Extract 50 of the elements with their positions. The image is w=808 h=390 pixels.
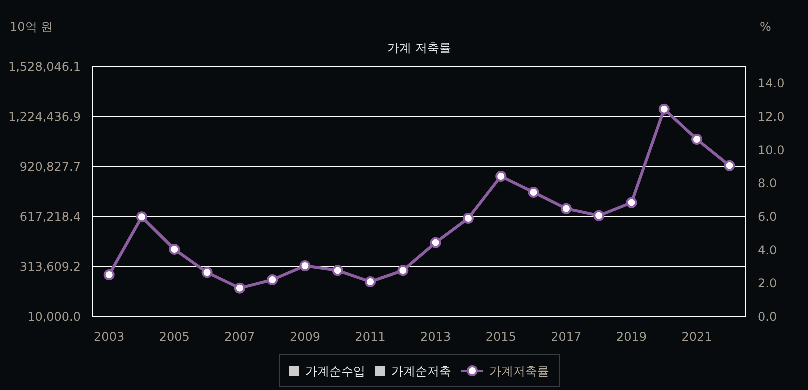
- point: [430, 237, 442, 248]
- point: [300, 260, 311, 272]
- y2-tick-label: 14.0: [758, 76, 785, 91]
- y2-tick-label: 8.0: [758, 176, 778, 191]
- chart-title: 가계 저축률: [388, 41, 452, 55]
- point: [267, 274, 278, 286]
- point: [202, 267, 213, 278]
- y2-tick-label: 6.0: [758, 210, 778, 224]
- point: [626, 197, 638, 208]
- point: [462, 213, 474, 224]
- point: [724, 160, 736, 172]
- point: [365, 276, 376, 288]
- point: [104, 270, 115, 280]
- y2-tick-label: 4.0: [758, 243, 778, 258]
- point: [496, 171, 507, 182]
- x-tick-label: 2011: [355, 330, 386, 344]
- legend-label: 가계순수입: [306, 364, 366, 378]
- point: [136, 212, 148, 223]
- x-tick-label: 2013: [420, 330, 452, 344]
- point: [332, 265, 344, 276]
- y-tick-label: 1,224,436.9: [8, 110, 81, 124]
- x-tick-label: 2009: [290, 330, 320, 344]
- y-tick-label: 1,528,046.1: [8, 60, 81, 74]
- legend-label: 가계순저축: [392, 364, 452, 378]
- x-tick-label: 2005: [159, 330, 190, 344]
- y2-tick-label: 2.0: [758, 276, 778, 291]
- y-tick-label: 10,000.0: [28, 310, 81, 324]
- x-tick-label: 2003: [94, 330, 125, 344]
- legend-label: 가계저축률: [490, 364, 550, 378]
- x-tick-label: 2007: [224, 330, 256, 344]
- y-axis-title: 10억 원: [10, 20, 54, 34]
- y2-tick-label: 12.0: [758, 110, 785, 124]
- x-tick-label: 2015: [486, 330, 516, 344]
- x-tick-label: 2019: [616, 330, 647, 344]
- point: [692, 134, 703, 145]
- y-tick-label: 920,827.7: [20, 160, 81, 174]
- point: [169, 244, 180, 255]
- point: [398, 265, 409, 276]
- y2-tick-label: 0.0: [758, 310, 778, 324]
- y2-axis-title: %: [760, 20, 772, 34]
- x-tick-label: 2021: [682, 330, 712, 344]
- point: [594, 210, 605, 222]
- y-tick-label: 617,218.4: [20, 210, 81, 224]
- point: [528, 187, 540, 198]
- point: [560, 203, 572, 214]
- point: [658, 104, 670, 115]
- y-tick-label: 313,609.2: [20, 260, 81, 274]
- y2-tick-label: 10.0: [758, 143, 785, 158]
- point: [234, 282, 246, 294]
- x-tick-label: 2017: [551, 330, 582, 344]
